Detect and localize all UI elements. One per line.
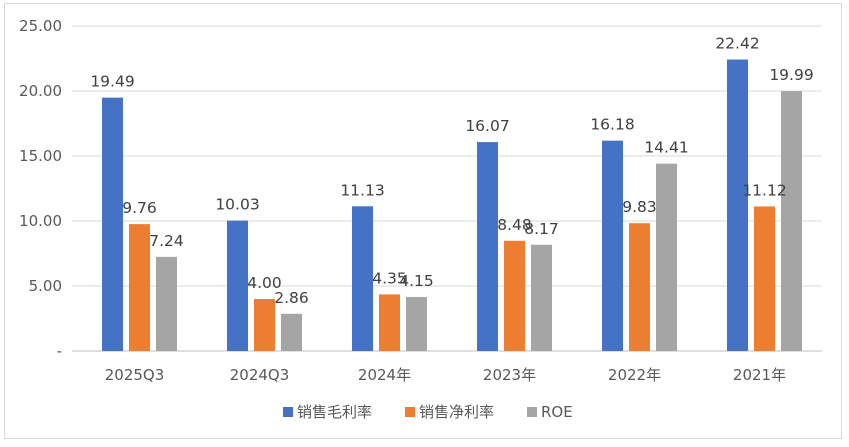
bar <box>379 294 400 351</box>
bar <box>531 244 552 351</box>
y-tick-label: - <box>57 342 62 360</box>
legend-label: ROE <box>541 403 573 421</box>
data-label: 10.03 <box>215 196 259 214</box>
legend-label: 销售净利率 <box>419 403 494 421</box>
data-label: 7.24 <box>149 232 184 250</box>
bar <box>156 256 177 351</box>
y-tick-label: 20.00 <box>19 82 62 100</box>
data-labels: 19.49 9.76 7.24 10.03 4.002.86 11.13 4.354.15 1… <box>90 35 813 307</box>
bar <box>477 142 498 351</box>
y-tick-label: 15.00 <box>19 147 62 165</box>
data-label: 11.13 <box>340 181 384 199</box>
bar <box>406 297 427 351</box>
bar <box>754 206 775 351</box>
y-tick-label: 10.00 <box>19 212 62 230</box>
x-axis-tick-labels: 2025Q3 2024Q3 2024年 2023年 2022年 2021年 <box>105 366 786 384</box>
y-axis-tick-labels: - 5.00 10.00 15.00 20.00 25.00 <box>19 17 62 360</box>
x-tick-label: 2024Q3 <box>230 366 290 384</box>
bar <box>656 163 677 351</box>
bar <box>102 97 123 351</box>
bar <box>602 140 623 351</box>
bar <box>254 299 275 351</box>
bar <box>281 313 302 351</box>
data-label: 9.83 <box>622 198 657 216</box>
data-label: 8.17 <box>524 220 559 238</box>
x-tick-label: 2023年 <box>483 366 536 384</box>
data-label: 11.12 <box>742 181 786 199</box>
y-tick-label: 5.00 <box>29 277 62 295</box>
data-label: 19.49 <box>90 73 134 91</box>
data-label: 19.99 <box>769 66 813 84</box>
data-label: 14.41 <box>644 139 688 157</box>
bar <box>504 240 525 351</box>
data-label: 22.42 <box>715 35 759 53</box>
bars <box>102 59 802 351</box>
data-label: 4.15 <box>399 272 434 290</box>
legend-swatch <box>405 407 415 417</box>
legend-label: 销售毛利率 <box>297 403 372 421</box>
x-tick-label: 2021年 <box>733 366 786 384</box>
bar <box>629 223 650 351</box>
x-tick-label: 2024年 <box>358 366 411 384</box>
data-label: 9.76 <box>122 199 157 217</box>
legend: 销售毛利率 销售净利率 ROE <box>283 403 573 421</box>
bar <box>781 91 802 351</box>
data-label: 2.86 <box>274 289 309 307</box>
bar <box>727 59 748 351</box>
legend-swatch <box>283 407 293 417</box>
data-label: 4.35 <box>372 269 407 287</box>
data-label: 8.48 <box>497 216 532 234</box>
bar <box>227 220 248 351</box>
x-tick-label: 2025Q3 <box>105 366 165 384</box>
legend-swatch <box>527 407 537 417</box>
bar <box>129 224 150 351</box>
gridlines <box>72 25 822 352</box>
data-label: 4.00 <box>247 274 282 292</box>
bar <box>352 206 373 351</box>
data-label: 16.18 <box>590 116 634 134</box>
data-label: 16.07 <box>465 117 509 135</box>
chart-frame <box>4 3 842 439</box>
x-tick-label: 2022年 <box>608 366 661 384</box>
y-tick-label: 25.00 <box>19 17 62 35</box>
